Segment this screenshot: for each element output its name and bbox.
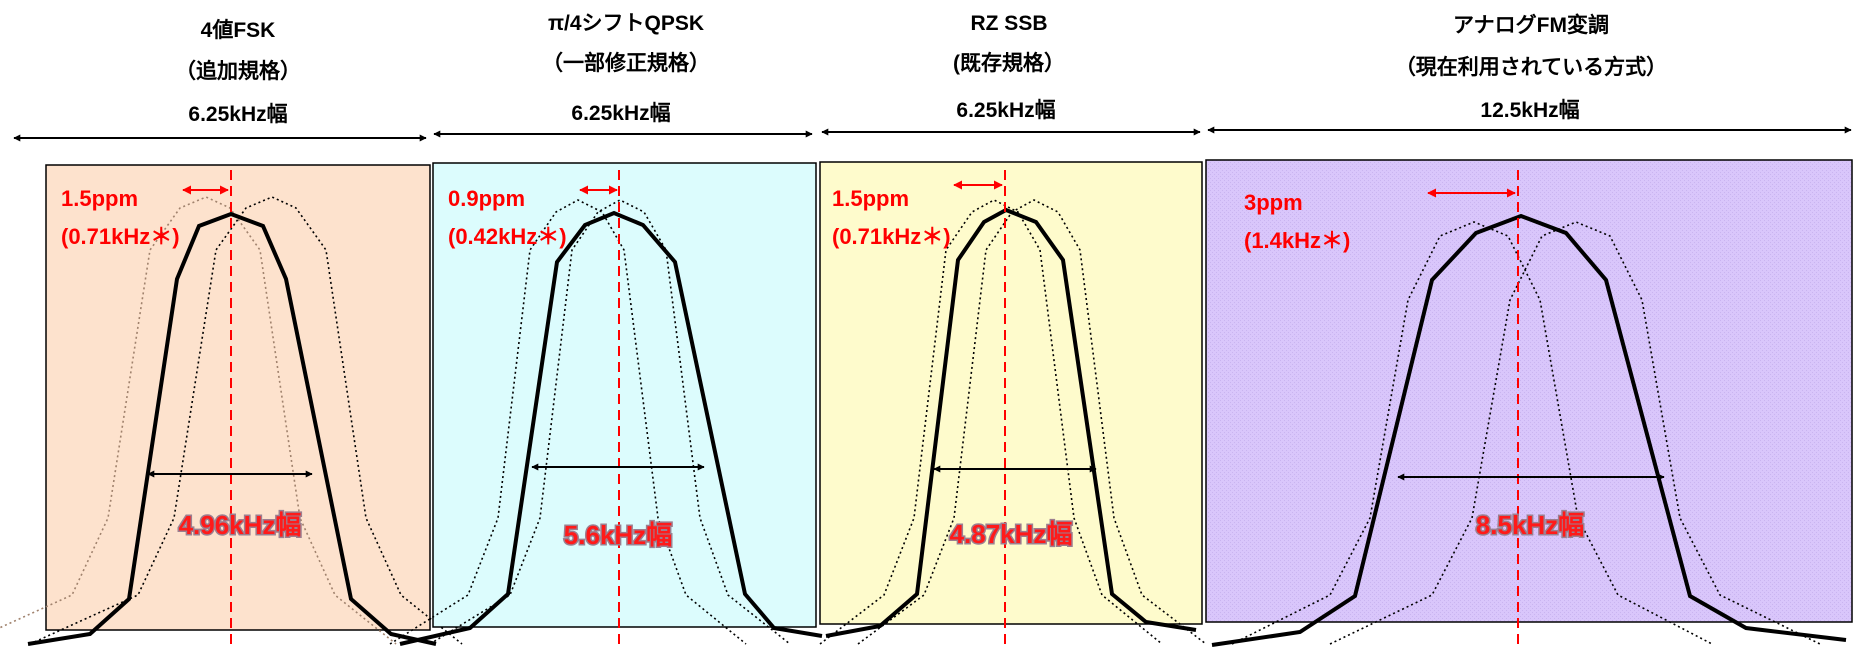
panel-qpsk-subtitle: （一部修正規格）: [542, 51, 710, 75]
panel-qpsk-background: [432, 162, 817, 628]
panel-fsk-drift-curve-right: [29, 196, 463, 645]
panel-ssb-subtitle: (既存規格）: [953, 51, 1065, 75]
panel-fm-drift-curve-right: [1329, 221, 1821, 645]
panel-fsk-occupied-bandwidth: 4.96kHz幅: [179, 510, 302, 540]
panel-qpsk-bandwidth: 6.25kHz幅: [571, 102, 670, 125]
panel-fm-drift-curve-left: [1231, 221, 1713, 645]
panel-qpsk-drift-khz: (0.42kHz＊): [448, 224, 567, 249]
panel-qpsk-drift-ppm: 0.9ppm: [448, 186, 525, 211]
panel-ssb: RZ SSB (既存規格） 6.25kHz幅 1.5ppm (0.71kHz＊)…: [819, 12, 1207, 647]
panel-qpsk-drift-curve-left: [389, 199, 747, 645]
panel-qpsk-drift-curve-right: [429, 199, 791, 645]
panel-fsk-background: [45, 164, 431, 631]
panel-fm-title: アナログFM変調: [1453, 13, 1609, 37]
panel-ssb-drift-curve-right: [857, 199, 1207, 645]
panel-ssb-drift-khz: (0.71kHz＊): [832, 224, 951, 249]
panel-qpsk: π/4シフトQPSK （一部修正規格） 6.25kHz幅 0.9ppm (0.4…: [389, 12, 823, 647]
panel-fsk-subtitle: （追加規格）: [175, 59, 301, 83]
panel-fm-occupied-bandwidth: 8.5kHz幅: [1476, 510, 1584, 540]
panel-fm-drift-ppm: 3ppm: [1244, 190, 1303, 215]
panel-fm-bandwidth: 12.5kHz幅: [1480, 99, 1579, 122]
panel-ssb-drift-curve-left: [819, 199, 1163, 645]
panel-ssb-title: RZ SSB: [970, 12, 1047, 35]
panel-fm-background: [1205, 159, 1853, 623]
panel-fsk-bandwidth: 6.25kHz幅: [188, 103, 287, 126]
panel-qpsk-title: π/4シフトQPSK: [548, 12, 704, 35]
panel-fsk-title: 4値FSK: [201, 18, 276, 42]
panel-ssb-occupied-bandwidth: 4.87kHz幅: [950, 519, 1073, 549]
panel-qpsk-occupied-bandwidth: 5.6kHz幅: [564, 520, 672, 550]
panel-qpsk-spectrum-curve: [399, 210, 823, 646]
panel-fm: アナログFM変調 （現在利用されている方式） 12.5kHz幅 3ppm (1.…: [1205, 13, 1853, 647]
panel-fsk-drift-ppm: 1.5ppm: [61, 186, 138, 211]
panel-ssb-drift-ppm: 1.5ppm: [832, 186, 909, 211]
panel-fm-drift-khz: (1.4kHz＊): [1244, 228, 1350, 253]
panel-fsk-drift-khz: (0.71kHz＊): [61, 224, 180, 249]
panel-fm-spectrum-curve: [1211, 213, 1847, 647]
panel-fsk-drift-curve-left: [0, 196, 397, 645]
panel-fm-subtitle: （現在利用されている方式）: [1395, 55, 1667, 79]
panel-fsk-spectrum-curve: [27, 211, 437, 646]
panel-ssb-bandwidth: 6.25kHz幅: [956, 99, 1055, 122]
panel-fsk: 4値FSK （追加規格） 6.25kHz幅 1.5ppm (0.71kHz＊) …: [0, 18, 463, 647]
panel-ssb-background: [819, 161, 1203, 625]
